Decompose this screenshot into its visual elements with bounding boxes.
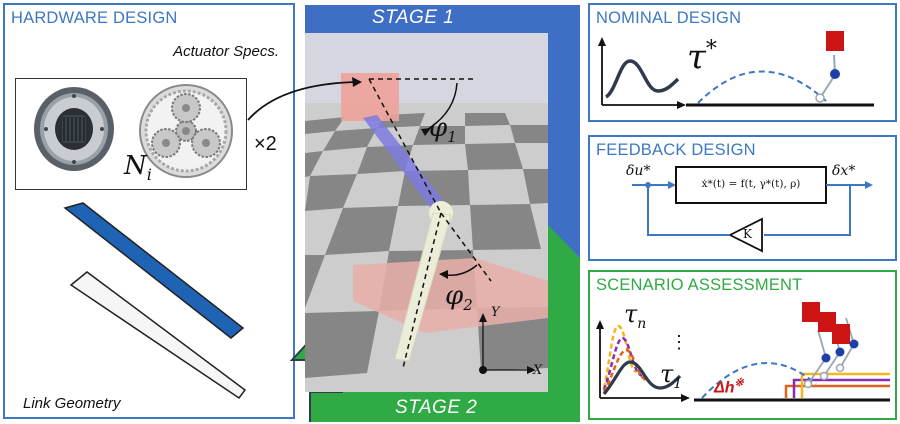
delta-h-label: Δh※ <box>714 377 744 397</box>
feedback-design-panel: FEEDBACK DESIGN δu* δx* ẋ*(t) = f(t, γ*(… <box>588 135 897 261</box>
feedback-design-title: FEEDBACK DESIGN <box>596 141 756 159</box>
nominal-trajectory <box>697 70 827 104</box>
nominal-design-panel: NOMINAL DESIGN τ* <box>588 3 897 122</box>
gear-ratio-label: Ni <box>124 151 152 185</box>
multiplier-label: ×2 <box>254 133 277 155</box>
gain-block <box>727 217 763 253</box>
phi1-link-line <box>368 78 442 214</box>
link-geometry-label: Link Geometry <box>23 395 121 412</box>
actuator-drawing <box>34 84 233 178</box>
hardware-design-title: HARDWARE DESIGN <box>11 9 178 27</box>
link-geometry-drawing <box>63 202 247 400</box>
gain-label: K <box>743 227 752 241</box>
robot-body <box>826 31 844 51</box>
phi1-arc <box>424 82 458 132</box>
nominal-design-title: NOMINAL DESIGN <box>596 9 742 27</box>
upper-link <box>363 115 445 211</box>
scenario-trajectory <box>701 362 817 399</box>
dynamics-equation: ẋ*(t) = f(t, γ*(t), ρ) <box>701 178 801 190</box>
torque-profile-curve <box>602 360 682 396</box>
tau-1-label: τ1 <box>660 360 683 392</box>
robot-body <box>802 302 820 322</box>
axis-x-label: X <box>533 363 543 378</box>
step-platform <box>353 258 548 333</box>
blue-link-shape <box>63 202 245 339</box>
scenario-assessment-title: SCENARIO ASSESSMENT <box>596 276 803 294</box>
scenario-drawing <box>596 302 890 402</box>
nominal-design-drawing <box>598 31 874 109</box>
simulation-scene <box>305 33 548 392</box>
stage1-label: STAGE 1 <box>372 7 455 28</box>
white-link-shape <box>69 271 247 400</box>
tau-star-label: τ* <box>687 37 717 78</box>
origin-dot <box>479 366 487 374</box>
input-label: δu* <box>626 163 651 179</box>
axis-y-label: Y <box>491 305 500 320</box>
planetary-gear-icon <box>139 84 233 178</box>
ellipsis-label: ⋮ <box>670 332 688 352</box>
output-label: δx* <box>832 163 856 179</box>
actuator-specs-label: Actuator Specs. <box>173 43 279 60</box>
hardware-design-panel: HARDWARE DESIGN Actuator Specs. <box>3 3 295 419</box>
robot-knee <box>830 69 840 79</box>
actuator-image: Ni <box>15 78 247 190</box>
phi1-label: φ1 <box>429 113 457 147</box>
feedback-loop-drawing <box>632 166 873 253</box>
tau-n-label: τn <box>624 300 647 332</box>
stage2-label: STAGE 2 <box>395 397 478 418</box>
scenario-assessment-panel: SCENARIO ASSESSMENT τn <box>588 270 897 420</box>
phi2-label: φ2 <box>445 281 473 315</box>
torque-profile-curve <box>604 59 680 99</box>
simulation-view: φ1 φ2 Y X <box>305 33 548 392</box>
motor-icon <box>34 87 114 171</box>
